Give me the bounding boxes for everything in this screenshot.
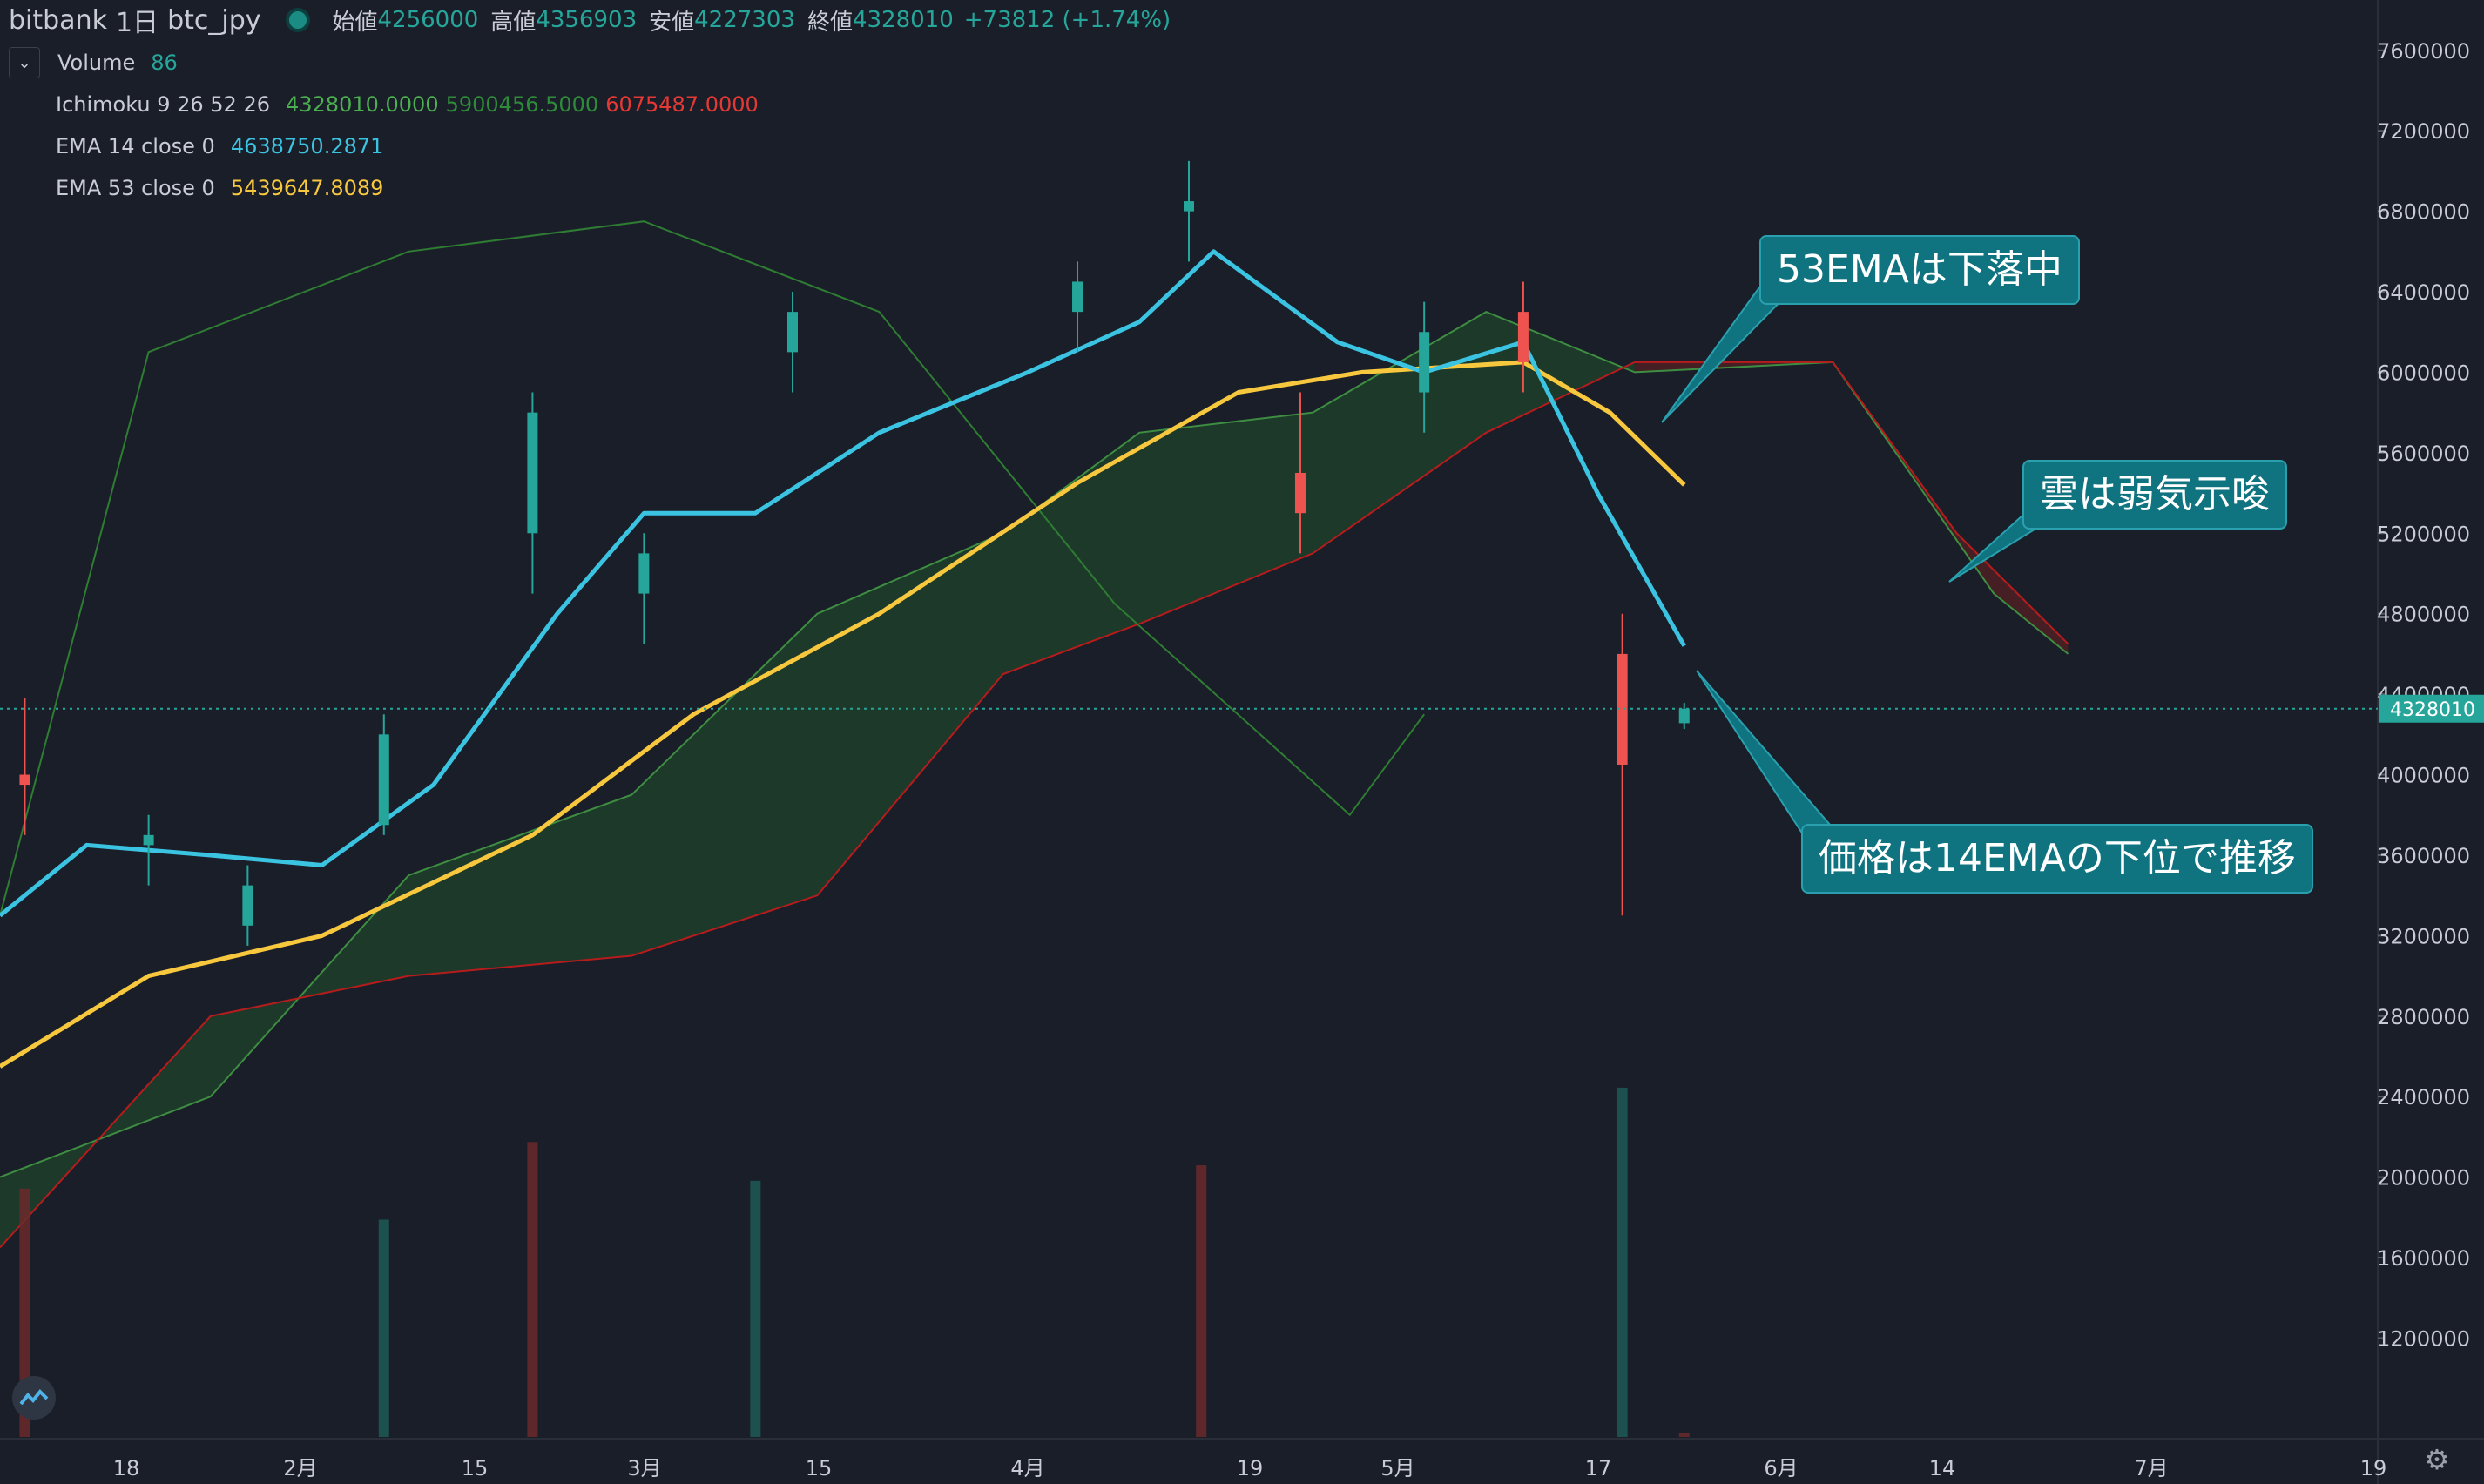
callout-price-below-ema14: 価格は14EMAの下位で推移	[1801, 824, 2313, 894]
volume-bar	[527, 1142, 538, 1437]
settings-gear-icon[interactable]: ⚙	[2424, 1443, 2450, 1476]
ichimoku-cloud-bearish	[1634, 361, 2069, 654]
candle-body	[378, 734, 389, 826]
market-status-icon	[285, 8, 310, 32]
time-tick-label: 19	[1237, 1456, 1264, 1481]
ema53-value: 5439647.8089	[230, 176, 384, 200]
price-tick-label: 2800000	[2377, 1005, 2470, 1029]
candle-body	[527, 412, 538, 534]
time-tick-label: 15	[806, 1456, 833, 1481]
ichimoku-span-b	[0, 361, 2069, 1249]
time-tick-label: 7月	[2134, 1456, 2168, 1481]
close-value: 4328010	[852, 7, 954, 33]
price-tick-label: 2000000	[2377, 1166, 2470, 1191]
candle-body	[787, 312, 798, 353]
time-tick-label: 17	[1585, 1456, 1612, 1481]
volume-name: Volume	[57, 51, 136, 75]
time-tick-label: 4月	[1010, 1456, 1044, 1481]
time-tick-label: 2月	[283, 1456, 317, 1481]
candle-body	[143, 834, 154, 846]
ichimoku-name: Ichimoku 9 26 52 26	[56, 92, 270, 117]
time-tick-label: 14	[1929, 1456, 1956, 1481]
candle-body	[1184, 201, 1194, 212]
candle-body	[1419, 332, 1430, 393]
price-tick-label: 6000000	[2377, 361, 2470, 385]
ema14-name: EMA 14 close 0	[56, 134, 215, 159]
high-value: 4356903	[536, 7, 638, 33]
price-tick-label: 1600000	[2377, 1246, 2470, 1271]
price-tick-label: 6400000	[2377, 280, 2470, 305]
volume-bar	[750, 1180, 761, 1437]
candle-body	[1294, 472, 1306, 514]
close-label: 終値	[807, 9, 853, 36]
callout-ema53-falling: 53EMAは下落中	[1759, 235, 2080, 305]
volume-bar	[1678, 1433, 1690, 1437]
callout-pointer-price	[1696, 670, 1839, 833]
low-label: 安値	[649, 9, 695, 36]
candle-body	[638, 553, 650, 594]
time-tick-label: 6月	[1764, 1456, 1798, 1481]
open-value: 4256000	[377, 7, 479, 33]
legend-ema53[interactable]: EMA 53 close 0 5439647.8089	[56, 176, 383, 200]
price-tick-label: 5600000	[2377, 442, 2470, 466]
price-tick-label: 7600000	[2377, 39, 2470, 64]
ichimoku-value-2: 5900456.5000	[445, 92, 599, 117]
callout-pointer-ema53	[1661, 287, 1797, 423]
candle-body	[1678, 708, 1690, 724]
price-tick-label: 7200000	[2377, 119, 2470, 144]
ichimoku-value-1: 4328010.0000	[286, 92, 439, 117]
candle-body	[19, 774, 30, 786]
volume-value: 86	[151, 51, 178, 75]
ohlc-header: bitbank 1日 btc_jpy 始値 4256000 高値 4356903 安…	[9, 3, 1171, 39]
callout-cloud-bearish: 雲は弱気示唆	[2022, 460, 2287, 530]
time-tick-label: 15	[462, 1456, 489, 1481]
volume-bar	[19, 1188, 30, 1437]
price-tick-label: 4000000	[2377, 764, 2470, 788]
time-tick-label: 19	[2360, 1456, 2387, 1481]
legend-volume[interactable]: ⌄ Volume 86	[9, 47, 178, 78]
candle-body	[242, 885, 253, 926]
open-label: 始値	[332, 9, 378, 36]
legend-ichimoku[interactable]: Ichimoku 9 26 52 26 4328010.0000 5900456…	[56, 92, 759, 117]
volume-bar	[378, 1219, 389, 1437]
price-tick-label: 3200000	[2377, 924, 2470, 948]
price-tick-label: 1200000	[2377, 1326, 2470, 1351]
high-label: 高値	[490, 9, 537, 36]
exchange-name[interactable]: bitbank	[9, 4, 107, 36]
time-tick-label: 18	[113, 1456, 140, 1481]
legend-ema14[interactable]: EMA 14 close 0 4638750.2871	[56, 134, 383, 159]
last-price-label: 4328010	[2390, 699, 2475, 721]
price-tick-label: 6800000	[2377, 200, 2470, 225]
price-tick-label: 5200000	[2377, 522, 2470, 546]
volume-bar	[1196, 1165, 1207, 1437]
candle-body	[1517, 312, 1529, 362]
time-tick-label: 3月	[627, 1456, 661, 1481]
symbol-name[interactable]: btc_jpy	[167, 4, 261, 36]
collapse-legend-icon[interactable]: ⌄	[9, 47, 40, 78]
candle-body	[1072, 281, 1083, 313]
change-value: +73812 (+1.74%)	[963, 7, 1171, 33]
tradingview-logo-icon[interactable]	[12, 1376, 56, 1420]
ema53-name: EMA 53 close 0	[56, 176, 215, 200]
price-tick-label: 2400000	[2377, 1085, 2470, 1110]
ichimoku-value-3: 6075487.0000	[605, 92, 759, 117]
time-tick-label: 5月	[1380, 1456, 1414, 1481]
ichimoku-cloud-bullish	[0, 312, 1635, 1248]
ema14-value: 4638750.2871	[230, 134, 384, 159]
price-tick-label: 3600000	[2377, 844, 2470, 868]
low-value: 4227303	[694, 7, 795, 33]
last-price-tag	[2379, 694, 2484, 723]
candle-body	[1617, 653, 1628, 765]
ichimoku-lagging-span	[0, 220, 1426, 916]
interval-label[interactable]: 1日	[115, 8, 159, 38]
price-tick-label: 4800000	[2377, 603, 2470, 627]
volume-bar	[1617, 1087, 1628, 1437]
ema14-line	[0, 249, 1686, 918]
